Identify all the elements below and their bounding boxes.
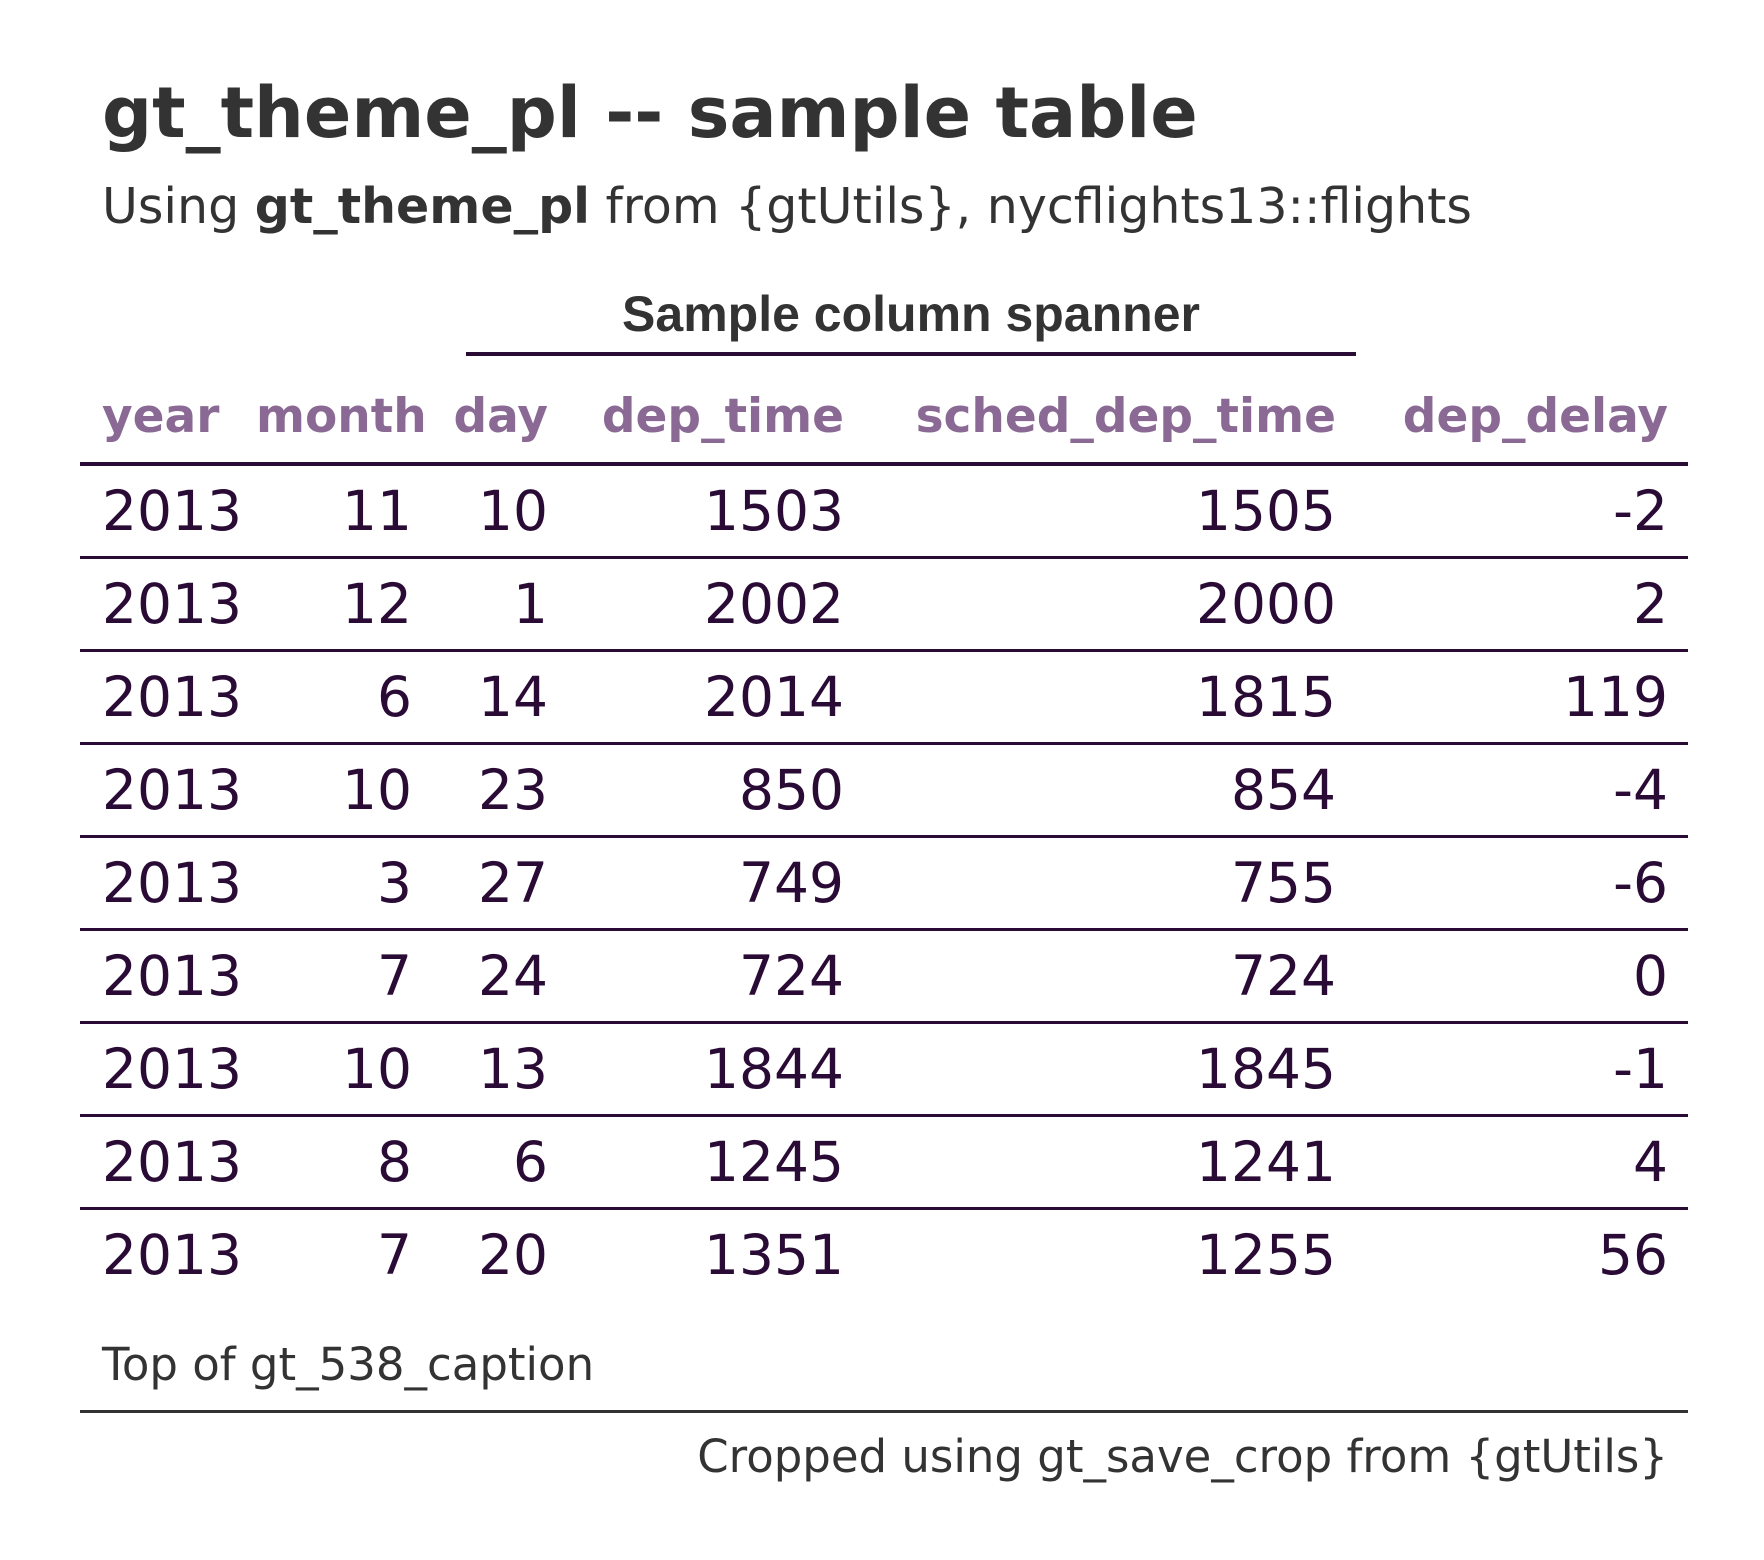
cell-dep-delay: 119 (1356, 650, 1688, 745)
footer-divider (80, 1410, 1688, 1413)
cell-dep-time: 850 (568, 743, 864, 838)
cell-month: 8 (256, 1115, 432, 1210)
cell-sched-dep-time: 1241 (864, 1115, 1356, 1210)
cell-day: 24 (432, 929, 568, 1024)
table-row: 2013 6 14 2014 1815 119 (80, 650, 1688, 745)
cell-year: 2013 (80, 650, 256, 745)
table-row: 2013 12 1 2002 2000 2 (80, 557, 1688, 652)
cell-month: 10 (256, 743, 432, 838)
cell-dep-delay: 56 (1598, 1223, 1668, 1287)
cell-dep-delay: 2 (1356, 557, 1688, 652)
cell-sched-dep-time: 1845 (864, 1022, 1356, 1117)
table-row: 2013 11 10 1503 1505 -2 (80, 464, 1688, 559)
cell-dep-delay: 4 (1356, 1115, 1688, 1210)
table-subtitle: Using gt_theme_pl from {gtUtils}, nycfli… (102, 178, 1472, 235)
cell-sched-dep-time: 1255 (1196, 1223, 1336, 1287)
cell-year: 2013 (80, 464, 256, 559)
cell-dep-delay: -6 (1356, 836, 1688, 931)
cell-dep-time: 1844 (568, 1022, 864, 1117)
cell-year: 2013 (80, 836, 256, 931)
cell-sched-dep-time: 854 (864, 743, 1356, 838)
source-note: Cropped using gt_save_crop from {gtUtils… (697, 1430, 1668, 1483)
column-header-sched-dep-time: sched_dep_time (864, 370, 1356, 466)
cell-month: 3 (256, 836, 432, 931)
cell-year: 2013 (80, 929, 256, 1024)
cell-month: 7 (377, 1223, 412, 1287)
cell-sched-dep-time: 1815 (864, 650, 1356, 745)
table-row: 2013 10 13 1844 1845 -1 (80, 1022, 1688, 1117)
cell-dep-time: 1245 (568, 1115, 864, 1210)
cell-dep-time: 2014 (568, 650, 864, 745)
cell-sched-dep-time: 724 (864, 929, 1356, 1024)
cell-year: 2013 (102, 1223, 242, 1287)
table-row: 2013 3 27 749 755 -6 (80, 836, 1688, 931)
cell-dep-time: 1503 (568, 464, 864, 559)
cell-dep-delay: -4 (1356, 743, 1688, 838)
cell-dep-delay: 0 (1356, 929, 1688, 1024)
cell-dep-delay: -1 (1356, 1022, 1688, 1117)
table-caption: Top of gt_538_caption (102, 1338, 595, 1391)
table-title: gt_theme_pl -- sample table (102, 72, 1198, 154)
column-spanner: Sample column spanner (466, 286, 1356, 356)
cell-month: 12 (256, 557, 432, 652)
column-header-dep-time: dep_time (568, 370, 864, 466)
cell-month: 7 (256, 929, 432, 1024)
column-header-dep-delay: dep_delay (1356, 370, 1688, 466)
cell-dep-time: 724 (568, 929, 864, 1024)
column-header-day: day (432, 370, 568, 466)
cell-dep-time: 1351 (704, 1223, 844, 1287)
cell-year: 2013 (80, 557, 256, 652)
table-row: 2013 7 20 1351 1255 56 (80, 1209, 1688, 1301)
table-row: 2013 10 23 850 854 -4 (80, 743, 1688, 838)
cell-day: 27 (432, 836, 568, 931)
cell-day: 23 (432, 743, 568, 838)
cell-dep-delay: -2 (1356, 464, 1688, 559)
cell-sched-dep-time: 1505 (864, 464, 1356, 559)
cell-year: 2013 (80, 1022, 256, 1117)
cell-year: 2013 (80, 1115, 256, 1210)
column-header-month: month (256, 370, 432, 466)
cell-day: 10 (432, 464, 568, 559)
cell-day: 6 (432, 1115, 568, 1210)
cell-year: 2013 (80, 743, 256, 838)
cell-day: 13 (432, 1022, 568, 1117)
subtitle-prefix: Using (102, 178, 255, 235)
header-row: year month day dep_time sched_dep_time d… (80, 370, 1688, 466)
column-header-year: year (80, 370, 256, 466)
cell-month: 11 (256, 464, 432, 559)
cell-month: 6 (256, 650, 432, 745)
cell-dep-time: 749 (568, 836, 864, 931)
data-table: year month day dep_time sched_dep_time d… (80, 370, 1688, 1300)
cell-sched-dep-time: 2000 (864, 557, 1356, 652)
cell-dep-time: 2002 (568, 557, 864, 652)
subtitle-suffix: from {gtUtils}, nycflights13::flights (589, 178, 1472, 235)
table-row: 2013 7 24 724 724 0 (80, 929, 1688, 1024)
subtitle-bold: gt_theme_pl (254, 178, 590, 235)
cell-sched-dep-time: 755 (864, 836, 1356, 931)
table-row: 2013 8 6 1245 1241 4 (80, 1115, 1688, 1210)
cell-month: 10 (256, 1022, 432, 1117)
cell-day: 1 (432, 557, 568, 652)
cell-day: 20 (478, 1223, 548, 1287)
cell-day: 14 (432, 650, 568, 745)
